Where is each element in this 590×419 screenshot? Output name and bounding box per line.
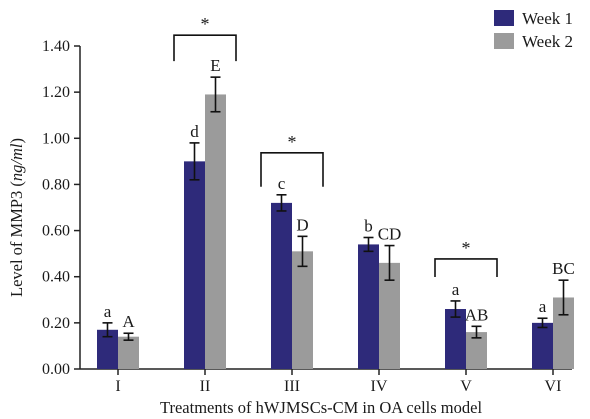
bars: [97, 94, 574, 369]
axes: [79, 46, 572, 370]
legend-label: Week 2: [522, 32, 573, 51]
x-tick-label: V: [460, 378, 472, 395]
y-axis-label-prefix: Level of MMP3 (: [7, 181, 26, 297]
group-letter: A: [122, 312, 135, 331]
x-tick-label: IV: [371, 378, 388, 395]
group-letter: E: [210, 56, 220, 75]
bar: [97, 329, 118, 369]
y-tick-label: 1.00: [42, 130, 70, 147]
significance-star: *: [288, 132, 297, 152]
x-ticks: I II III IV V VI: [115, 369, 561, 395]
bar: [271, 202, 292, 369]
y-axis-label-suffix: ): [7, 138, 26, 144]
significance-star: *: [201, 14, 210, 34]
y-tick-label: 0.60: [42, 223, 70, 240]
bar: [292, 251, 313, 369]
y-tick-label: 0.00: [42, 361, 70, 378]
group-letter: b: [364, 216, 373, 235]
x-tick-label: III: [284, 378, 300, 395]
x-tick-label: I: [115, 378, 120, 395]
bar: [118, 336, 139, 369]
bar: [205, 94, 226, 369]
significance-bracket: [173, 34, 237, 62]
y-tick-label: 1.20: [42, 84, 70, 101]
error-bars: [102, 76, 569, 341]
y-ticks: 0.00 0.20 0.40 0.60 0.80 1.00 1.20 1.40: [42, 38, 80, 378]
x-tick-label: VI: [545, 378, 562, 395]
significance-star: *: [462, 238, 471, 258]
legend-swatch: [494, 33, 514, 49]
group-letter: a: [452, 280, 460, 299]
legend-swatch: [494, 10, 514, 26]
bar: [466, 332, 487, 369]
group-letter: d: [190, 122, 199, 141]
x-tick-label: II: [200, 378, 211, 395]
significance-brackets: * * *: [173, 14, 498, 277]
significance-bracket: [434, 258, 498, 277]
significance-bracket: [260, 152, 324, 187]
y-axis-label-unit: ng/ml: [7, 143, 26, 181]
bar: [184, 161, 205, 369]
bar: [445, 309, 466, 369]
legend: Week 1 Week 2: [494, 9, 573, 51]
y-tick-label: 0.20: [42, 315, 70, 332]
group-letter: BC: [552, 259, 575, 278]
bar: [379, 262, 400, 369]
y-tick-label: 0.80: [42, 176, 70, 193]
y-tick-label: 1.40: [42, 38, 70, 55]
group-letter: D: [296, 215, 308, 234]
bar: [358, 244, 379, 369]
group-letter: a: [539, 297, 547, 316]
bar: [553, 297, 574, 369]
legend-label: Week 1: [522, 9, 573, 28]
bar: [532, 322, 553, 369]
group-letter: a: [104, 302, 112, 321]
group-letter: AB: [465, 305, 489, 324]
group-letter: CD: [378, 225, 402, 244]
group-letter: c: [278, 174, 286, 193]
y-axis-label: Level of MMP3 (ng/ml): [7, 138, 26, 297]
x-axis-label: Treatments of hWJMSCs-CM in OA cells mod…: [160, 398, 482, 417]
y-tick-label: 0.40: [42, 269, 70, 286]
